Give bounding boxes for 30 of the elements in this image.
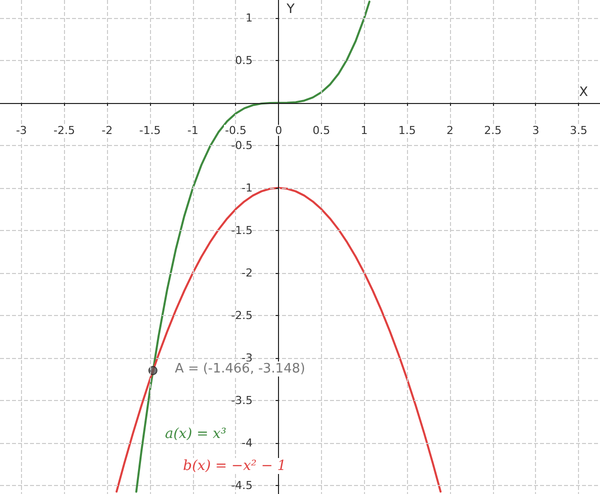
x-tick-label: 1 — [360, 124, 368, 137]
y-tick-label: -4.5 — [231, 478, 253, 492]
y-tick-label: 1 — [246, 11, 253, 24]
y-tick-label: 0.5 — [235, 54, 253, 67]
x-tick-label: 2 — [446, 124, 454, 137]
y-tick-label: -1 — [242, 181, 253, 194]
x-tick-label: -2 — [102, 124, 113, 137]
x-tick-label: -1 — [187, 124, 198, 137]
x-tick-label: 2.5 — [484, 124, 502, 137]
x-tick-label: 1.5 — [398, 124, 416, 137]
x-tick-label: 3.5 — [570, 124, 588, 137]
x-tick-label: -1.5 — [139, 124, 161, 137]
x-tick-label: 3 — [532, 124, 540, 137]
x-tick-label: -3 — [16, 124, 27, 137]
y-tick-label: -2 — [242, 266, 253, 280]
annotation: A = (-1.466, -3.148) — [174, 362, 306, 377]
x-tick-label: -2.5 — [54, 124, 76, 137]
y-tick-label: -0.5 — [231, 138, 253, 152]
y-tick-label: -2.5 — [231, 308, 253, 322]
y-axis-title: Y — [286, 2, 295, 17]
x-axis-title: X — [579, 84, 588, 100]
y-tick-label: -1.5 — [231, 224, 253, 237]
text: b(x) = −x² − 1 — [183, 458, 286, 474]
x-tick-label: 0.5 — [312, 124, 330, 137]
line-series — [135, 0, 370, 493]
y-tick-label: -4 — [242, 436, 253, 450]
x-tick-label: 0 — [275, 124, 282, 137]
y-tick-label: -3.5 — [231, 394, 253, 407]
y-tick-label: -3 — [242, 351, 253, 364]
series-label: a(x) = x³ — [165, 426, 227, 442]
